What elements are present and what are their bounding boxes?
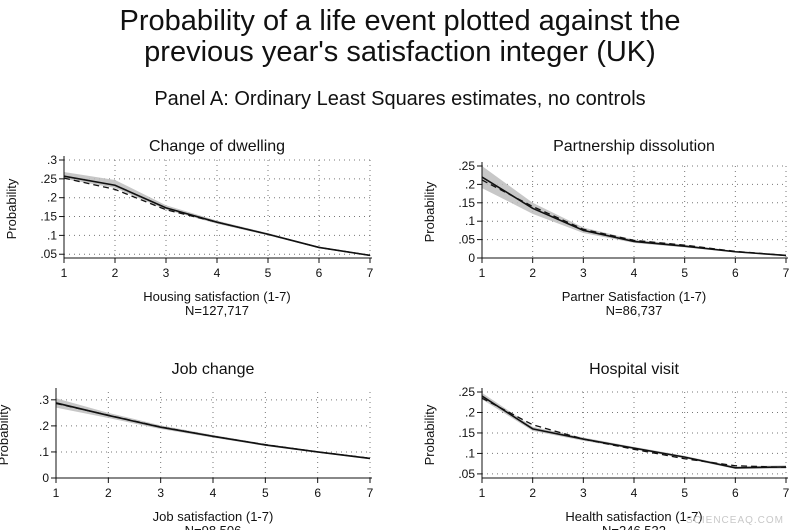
linear-fit-line	[55, 402, 371, 459]
x-tick-label: 3	[580, 266, 587, 280]
sample-size-label: N=127,717	[185, 303, 249, 318]
chart-title: Hospital visit	[589, 361, 679, 378]
x-tick-label: 5	[681, 266, 688, 280]
sample-size-label: N=246,532	[602, 523, 666, 530]
y-tick-label: .25	[458, 159, 475, 173]
watermark: SCIENCEAQ.COM	[685, 515, 784, 526]
main-title-line-1: Probability of a life event plotted agai…	[119, 5, 681, 37]
linear-fit-line	[481, 179, 787, 257]
linear-fit-line	[63, 177, 371, 257]
x-tick-label: 6	[732, 486, 739, 500]
x-axis-label: Partner Satisfaction (1-7)	[562, 289, 707, 304]
x-tick-label: 2	[105, 486, 112, 500]
x-tick-label: 1	[61, 266, 68, 280]
y-axis-label: Probability	[422, 181, 437, 242]
y-tick-label: .1	[39, 445, 49, 459]
x-tick-label: 2	[112, 266, 119, 280]
x-tick-label: 1	[479, 486, 486, 500]
ols-estimate-line	[481, 395, 787, 469]
y-axis-label: Probability	[0, 404, 11, 465]
x-tick-label: 5	[262, 486, 269, 500]
sample-size-label: N=86,737	[606, 303, 663, 318]
x-tick-label: 3	[163, 266, 170, 280]
x-tick-label: 6	[316, 266, 323, 280]
y-tick-label: .15	[458, 196, 475, 210]
x-tick-label: 7	[367, 266, 374, 280]
x-tick-label: 1	[479, 266, 486, 280]
x-tick-label: 4	[210, 486, 217, 500]
x-tick-label: 6	[314, 486, 321, 500]
y-tick-label: .25	[40, 172, 57, 186]
ols-estimate-line	[481, 176, 787, 257]
main-title-line-2: previous year's satisfaction integer (UK…	[144, 36, 656, 68]
x-axis-label: Health satisfaction (1-7)	[565, 509, 702, 524]
x-tick-label: 3	[580, 486, 587, 500]
panel-title: Panel A: Ordinary Least Squares estimate…	[154, 88, 646, 110]
y-tick-label: .05	[40, 247, 57, 261]
x-tick-label: 7	[783, 486, 790, 500]
y-axis-label: Probability	[4, 178, 19, 239]
x-tick-label: 5	[265, 266, 272, 280]
chart-title: Job change	[172, 361, 255, 378]
y-tick-label: 0	[42, 471, 49, 485]
x-tick-label: 7	[783, 266, 790, 280]
x-tick-label: 1	[53, 486, 60, 500]
x-tick-label: 6	[732, 266, 739, 280]
y-tick-label: .05	[458, 467, 475, 481]
y-tick-label: .3	[39, 393, 49, 407]
y-tick-label: .2	[465, 405, 475, 419]
x-axis-label: Job satisfaction (1-7)	[153, 509, 274, 524]
x-axis-label: Housing satisfaction (1-7)	[143, 289, 290, 304]
confidence-band	[482, 166, 786, 257]
y-tick-label: 0	[468, 251, 475, 265]
x-tick-label: 2	[529, 266, 536, 280]
y-tick-label: .1	[47, 228, 57, 242]
x-tick-label: 5	[681, 486, 688, 500]
x-tick-label: 4	[214, 266, 221, 280]
linear-fit-line	[481, 397, 787, 469]
chart-title: Change of dwelling	[149, 138, 285, 155]
y-tick-label: .1	[465, 214, 475, 228]
y-tick-label: .3	[47, 153, 57, 167]
x-tick-label: 2	[529, 486, 536, 500]
y-tick-label: .2	[465, 177, 475, 191]
y-axis-label: Probability	[422, 404, 437, 465]
y-tick-label: .2	[47, 191, 57, 205]
chart-title: Partnership dissolution	[553, 138, 715, 155]
y-tick-label: .15	[458, 426, 475, 440]
ols-estimate-line	[55, 402, 371, 460]
x-tick-label: 4	[631, 486, 638, 500]
y-tick-label: .05	[458, 233, 475, 247]
x-tick-label: 3	[157, 486, 164, 500]
y-tick-label: .2	[39, 419, 49, 433]
y-tick-label: .25	[458, 385, 475, 399]
x-tick-label: 7	[367, 486, 374, 500]
sample-size-label: N=98,506	[185, 523, 242, 530]
x-tick-label: 4	[631, 266, 638, 280]
confidence-band	[64, 172, 370, 257]
y-tick-label: .15	[40, 210, 57, 224]
y-tick-label: .1	[465, 446, 475, 460]
